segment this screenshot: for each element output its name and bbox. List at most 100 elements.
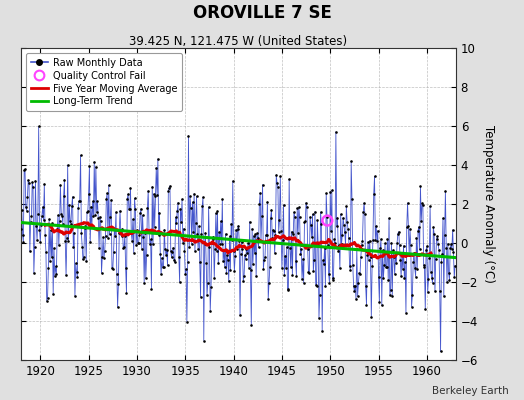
Point [379,275,388,281]
Text: OROVILLE 7 SE: OROVILLE 7 SE [192,4,332,22]
Point [242,256,250,262]
Point [389,247,397,253]
Point [61,238,70,245]
Point [56,218,64,224]
Point [215,229,223,236]
Point [239,278,247,284]
Point [399,266,407,272]
Point [399,242,408,249]
Point [31,178,40,184]
Point [278,264,286,271]
Point [82,258,90,264]
Point [439,215,447,221]
Point [305,270,313,276]
Point [432,236,441,242]
Point [353,293,362,299]
Point [108,265,116,272]
Title: 39.425 N, 121.475 W (United States): 39.425 N, 121.475 W (United States) [129,35,347,48]
Point [414,228,422,234]
Point [17,225,25,232]
Point [151,193,160,199]
Point [30,270,38,276]
Point [362,283,370,289]
Point [408,292,417,299]
Point [240,273,248,280]
Point [393,240,401,246]
Point [129,216,137,222]
Point [44,265,52,272]
Point [144,188,152,194]
Point [174,254,183,260]
Point [435,288,444,295]
Point [294,230,302,236]
Point [450,274,458,280]
Point [90,159,99,165]
Point [38,212,46,219]
Point [121,232,129,239]
Point [75,198,84,204]
Point [449,249,457,255]
Point [132,242,140,248]
Point [303,246,312,252]
Point [368,262,376,269]
Point [195,223,203,230]
Point [442,244,451,251]
Point [150,224,159,230]
Point [383,263,391,270]
Point [308,234,316,241]
Point [40,181,49,187]
Point [270,228,278,234]
Point [190,190,198,197]
Point [385,215,393,222]
Point [243,250,252,256]
Point [440,293,448,300]
Point [253,230,261,237]
Point [164,188,172,194]
Point [247,322,256,328]
Point [416,246,424,253]
Point [402,224,411,230]
Point [345,235,353,242]
Point [70,230,78,236]
Point [72,268,81,275]
Point [347,158,355,165]
Point [39,217,48,223]
Point [116,208,124,214]
Point [411,273,420,280]
Point [173,208,181,214]
Point [237,251,245,258]
Point [101,248,109,254]
Point [271,232,280,238]
Point [168,249,177,255]
Point [64,238,73,244]
Point [322,190,331,196]
Point [29,184,37,190]
Point [237,238,246,245]
Point [110,248,118,255]
Point [209,233,217,240]
Point [20,167,28,173]
Point [194,246,202,252]
Point [296,214,304,220]
Point [211,246,219,252]
Point [162,252,170,258]
Point [68,194,77,200]
Point [307,222,315,228]
Point [260,257,268,263]
Point [324,242,332,249]
Point [290,209,298,215]
Point [428,279,436,286]
Point [128,238,136,244]
Point [56,182,64,188]
Point [451,262,459,269]
Point [387,239,396,246]
Point [414,224,423,230]
Point [183,259,192,265]
Point [364,238,372,245]
Point [277,228,285,234]
Point [270,250,279,256]
Point [279,202,288,208]
Point [180,248,189,254]
Point [104,234,112,241]
Point [134,240,142,246]
